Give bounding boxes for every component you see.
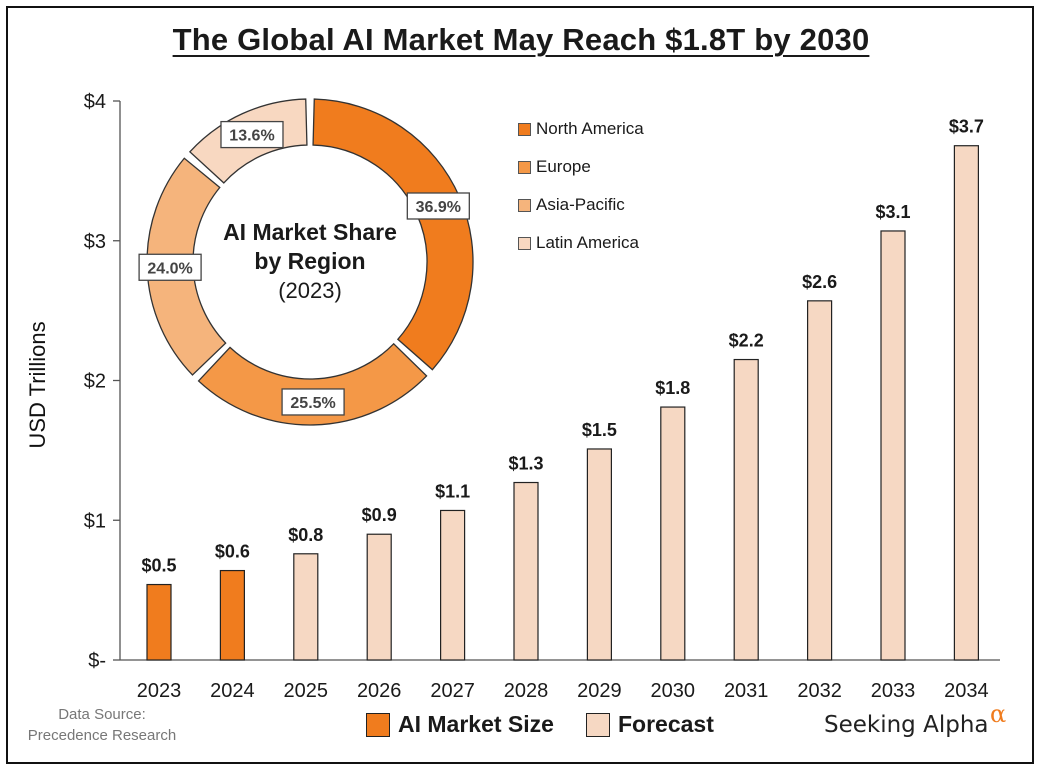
x-tick-label: 2029: [577, 680, 622, 702]
donut-center-label: AI Market Share by Region (2023): [210, 218, 410, 306]
donut-slice-label-box: [138, 253, 202, 281]
bar-legend: AI Market Size Forecast: [0, 711, 1042, 745]
bar-data-label: $0.8: [288, 525, 323, 545]
x-tick-label: 2032: [797, 680, 842, 702]
legend-label-forecast: Forecast: [618, 711, 714, 737]
brand-logo-text: Seeking Alpha: [824, 712, 989, 738]
bar-2031: [733, 358, 759, 661]
x-tick-label: 2023: [137, 680, 182, 702]
donut-slice-label: 13.6%: [229, 128, 274, 145]
y-tick-label: $1: [84, 510, 106, 532]
donut-slice-label-box: [220, 120, 284, 149]
bar-data-label: $1.5: [582, 420, 617, 440]
donut-slice-label: 24.0%: [147, 260, 192, 277]
bar-data-label: $1.3: [508, 454, 543, 474]
chart-title: The Global AI Market May Reach $1.8T by …: [172, 22, 870, 57]
bar-data-label: $1.8: [655, 378, 690, 398]
bar-2028: [513, 481, 539, 661]
bar-2032: [806, 300, 833, 661]
bar-data-label: $0.9: [362, 505, 397, 525]
legend-item-forecast: Forecast: [586, 711, 714, 738]
bar-2023: [146, 583, 172, 661]
donut-legend-label: Asia-Pacific: [536, 195, 625, 214]
bar-2033: [880, 230, 906, 661]
data-source-line-1: Data Source:: [58, 706, 146, 723]
donut-legend-swatch-north-america: [518, 122, 531, 136]
x-tick-label: 2031: [724, 680, 769, 702]
data-source-note: Data Source: Precedence Research: [22, 704, 182, 746]
brand-alpha-icon: α: [990, 700, 1007, 728]
donut-slice-label: 25.5%: [290, 395, 335, 412]
donut-legend-item-latin-america: Latin America: [518, 224, 644, 262]
donut-slice-north-america: [312, 98, 474, 371]
legend-swatch-actual: [366, 712, 390, 737]
bar-data-label: $2.2: [729, 331, 764, 351]
legend-label-actual: AI Market Size: [398, 711, 554, 737]
x-tick-label: 2030: [651, 680, 696, 702]
donut-slice-label-box: [406, 192, 470, 220]
y-tick-label: $-: [88, 650, 106, 672]
donut-title-line-2: by Region: [254, 248, 366, 274]
donut-legend-swatch-latin-america: [518, 236, 531, 250]
y-tick-label: $3: [84, 231, 106, 253]
donut-slice-label: 36.9%: [416, 199, 461, 216]
donut-legend-label: Latin America: [536, 233, 639, 252]
bar-data-label: $1.1: [435, 481, 470, 501]
bar-data-label: $3.1: [875, 202, 910, 222]
bar-2026: [366, 533, 392, 661]
bar-data-label: $0.5: [141, 556, 176, 576]
donut-title-line-1: AI Market Share: [223, 219, 397, 245]
x-tick-label: 2024: [210, 680, 255, 702]
bar-2024: [219, 569, 245, 661]
donut-legend-label: North America: [536, 119, 644, 138]
bar-data-label: $3.7: [949, 117, 984, 137]
donut-legend-swatch-asia-pacific: [518, 198, 531, 212]
donut-legend-item-north-america: North America: [518, 110, 644, 148]
donut-legend-swatch-europe: [518, 160, 531, 174]
donut-legend: North America Europe Asia-Pacific Latin …: [518, 110, 644, 262]
donut-legend-item-europe: Europe: [518, 148, 644, 186]
y-tick-label: $4: [84, 91, 106, 113]
x-tick-label: 2034: [944, 680, 989, 702]
donut-legend-item-asia-pacific: Asia-Pacific: [518, 186, 644, 224]
x-tick-label: 2033: [871, 680, 916, 702]
x-tick-label: 2027: [430, 680, 475, 702]
bar-2029: [586, 448, 613, 661]
bar-data-label: $0.6: [215, 542, 250, 562]
x-tick-label: 2028: [504, 680, 549, 702]
legend-swatch-forecast: [586, 712, 610, 737]
y-tick-label: $2: [84, 371, 106, 393]
donut-slice-label-box: [281, 388, 345, 416]
bar-2025: [293, 553, 319, 661]
donut-legend-label: Europe: [536, 157, 591, 176]
x-tick-label: 2026: [357, 680, 402, 702]
legend-item-actual: AI Market Size: [366, 711, 554, 738]
donut-slice-europe: [197, 342, 428, 426]
data-source-line-2: Precedence Research: [27, 727, 177, 744]
bar-2030: [660, 406, 686, 661]
donut-title-line-3: (2023): [278, 278, 342, 303]
bar-data-label: $2.6: [802, 272, 837, 292]
bar-2034: [953, 145, 980, 661]
bar-2027: [440, 509, 466, 661]
x-tick-label: 2025: [284, 680, 329, 702]
